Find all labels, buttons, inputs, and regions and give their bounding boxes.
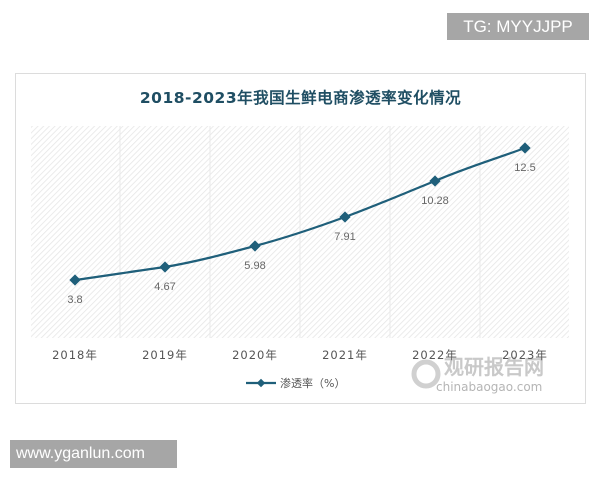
x-tick-2019: 2019年 xyxy=(142,348,188,362)
data-label-2023: 12.5 xyxy=(514,162,535,174)
watermark-brand-url: chinabaogao.com xyxy=(436,380,542,394)
data-label-2022: 10.28 xyxy=(421,195,449,207)
x-tick-2018: 2018年 xyxy=(52,348,98,362)
x-tick-2022: 2022年 xyxy=(412,348,458,362)
vertical-gridlines xyxy=(119,126,481,338)
x-tick-2021: 2021年 xyxy=(322,348,368,362)
series-line-penetration-rate xyxy=(74,146,526,282)
data-label-2020: 5.98 xyxy=(244,260,265,272)
watermark-brand-cn: 观研报告网 xyxy=(444,355,544,379)
data-label-2021: 7.91 xyxy=(334,231,355,243)
legend-diamond-icon xyxy=(256,378,266,388)
data-label-2018: 3.8 xyxy=(67,294,82,306)
legend-label: 渗透率（%） xyxy=(280,376,345,390)
watermark-logo-icon xyxy=(411,359,441,389)
marker-2019 xyxy=(159,261,171,273)
site-watermark-badge: www.yganlun.com xyxy=(10,440,177,468)
tg-watermark-badge: TG: MYYJJPP xyxy=(447,13,589,40)
marker-2020 xyxy=(249,240,261,252)
legend: 渗透率（%） xyxy=(246,376,345,390)
chart-title: 2018-2023年我国生鲜电商渗透率变化情况 xyxy=(139,89,462,107)
data-label-2019: 4.67 xyxy=(154,281,175,293)
chinabaogao-watermark: 观研报告网 chinabaogao.com xyxy=(411,355,544,394)
x-tick-2020: 2020年 xyxy=(232,348,278,362)
line-chart: 3.8 4.67 5.98 7.91 10.28 12.5 观研报告网 chin… xyxy=(31,126,569,394)
chart-card: 2018-2023年我国生鲜电商渗透率变化情况 xyxy=(15,73,586,404)
marker-2021 xyxy=(339,211,351,223)
x-tick-2023: 2023年 xyxy=(502,348,548,362)
